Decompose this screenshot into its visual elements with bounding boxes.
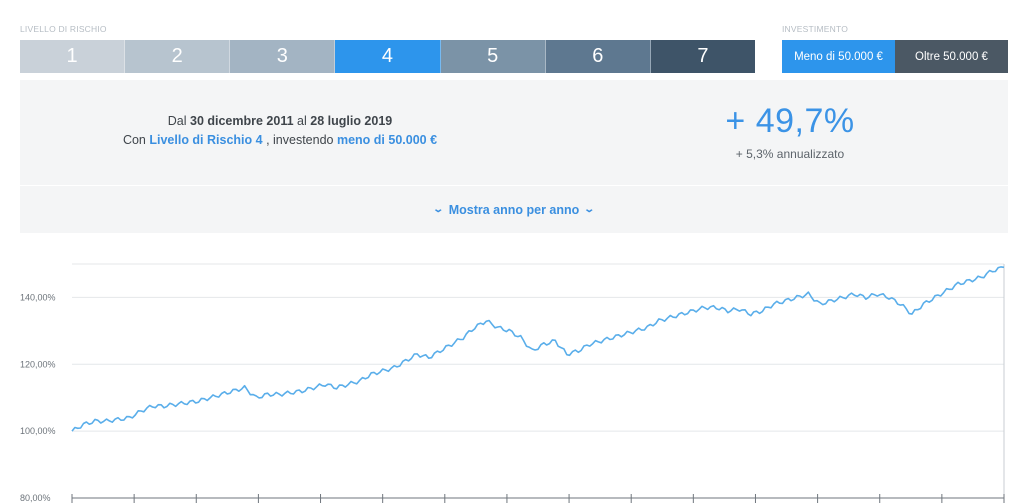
investment-selector[interactable]: Meno di 50.000 € Oltre 50.000 € — [782, 40, 1008, 73]
under-50000-button[interactable]: Meno di 50.000 € — [782, 40, 895, 73]
y-tick-label: 120,00% — [20, 359, 56, 369]
toggle-label: Mostra anno per anno — [448, 202, 580, 217]
risk-level-2[interactable]: 2 — [125, 40, 231, 73]
to-prefix: al — [297, 114, 307, 128]
annualized-performance: + 5,3% annualizzato — [735, 147, 845, 161]
chevron-down-icon: ⌄ — [583, 204, 596, 215]
y-tick-label: 80,00% — [20, 493, 51, 503]
to-date: 28 luglio 2019 — [310, 114, 393, 128]
with-prefix: Con — [122, 133, 146, 147]
from-prefix: Dal — [167, 114, 187, 128]
investment-link[interactable]: meno di 50.000 € — [336, 133, 438, 147]
performance-block: + 49,7% + 5,3% annualizzato — [670, 102, 910, 161]
risk-level-6[interactable]: 6 — [545, 40, 651, 73]
risk-level-7[interactable]: 7 — [650, 40, 755, 73]
year-by-year-toggle[interactable]: ⌄ Mostra anno per anno ⌄ — [20, 186, 1008, 233]
risk-level-5[interactable]: 5 — [440, 40, 546, 73]
y-tick-label: 140,00% — [20, 292, 56, 302]
performance-chart: 80,00% 100,00% 120,00% 140,00% — [20, 263, 1005, 503]
chevron-down-icon: ⌄ — [432, 204, 445, 215]
y-tick-label: 100,00% — [20, 426, 56, 436]
performance-line — [71, 266, 1005, 432]
from-date: 30 dicembre 2011 — [190, 114, 294, 128]
risk-level-1[interactable]: 1 — [20, 40, 126, 73]
over-50000-button[interactable]: Oltre 50.000 € — [895, 40, 1008, 73]
risk-level-label: LIVELLO DI RISCHIO — [20, 24, 107, 34]
investment-label: INVESTIMENTO — [782, 24, 849, 34]
period-description: Dal 30 dicembre 2011 al 28 luglio 2019 C… — [20, 112, 540, 150]
risk-level-link[interactable]: Livello di Rischio 4 — [149, 133, 263, 147]
invest-prefix: , investendo — [266, 133, 334, 147]
risk-level-3[interactable]: 3 — [230, 40, 336, 73]
performance-summary: Dal 30 dicembre 2011 al 28 luglio 2019 C… — [20, 80, 1008, 185]
risk-level-4[interactable]: 4 — [335, 40, 441, 73]
total-performance: + 49,7% — [725, 102, 855, 140]
